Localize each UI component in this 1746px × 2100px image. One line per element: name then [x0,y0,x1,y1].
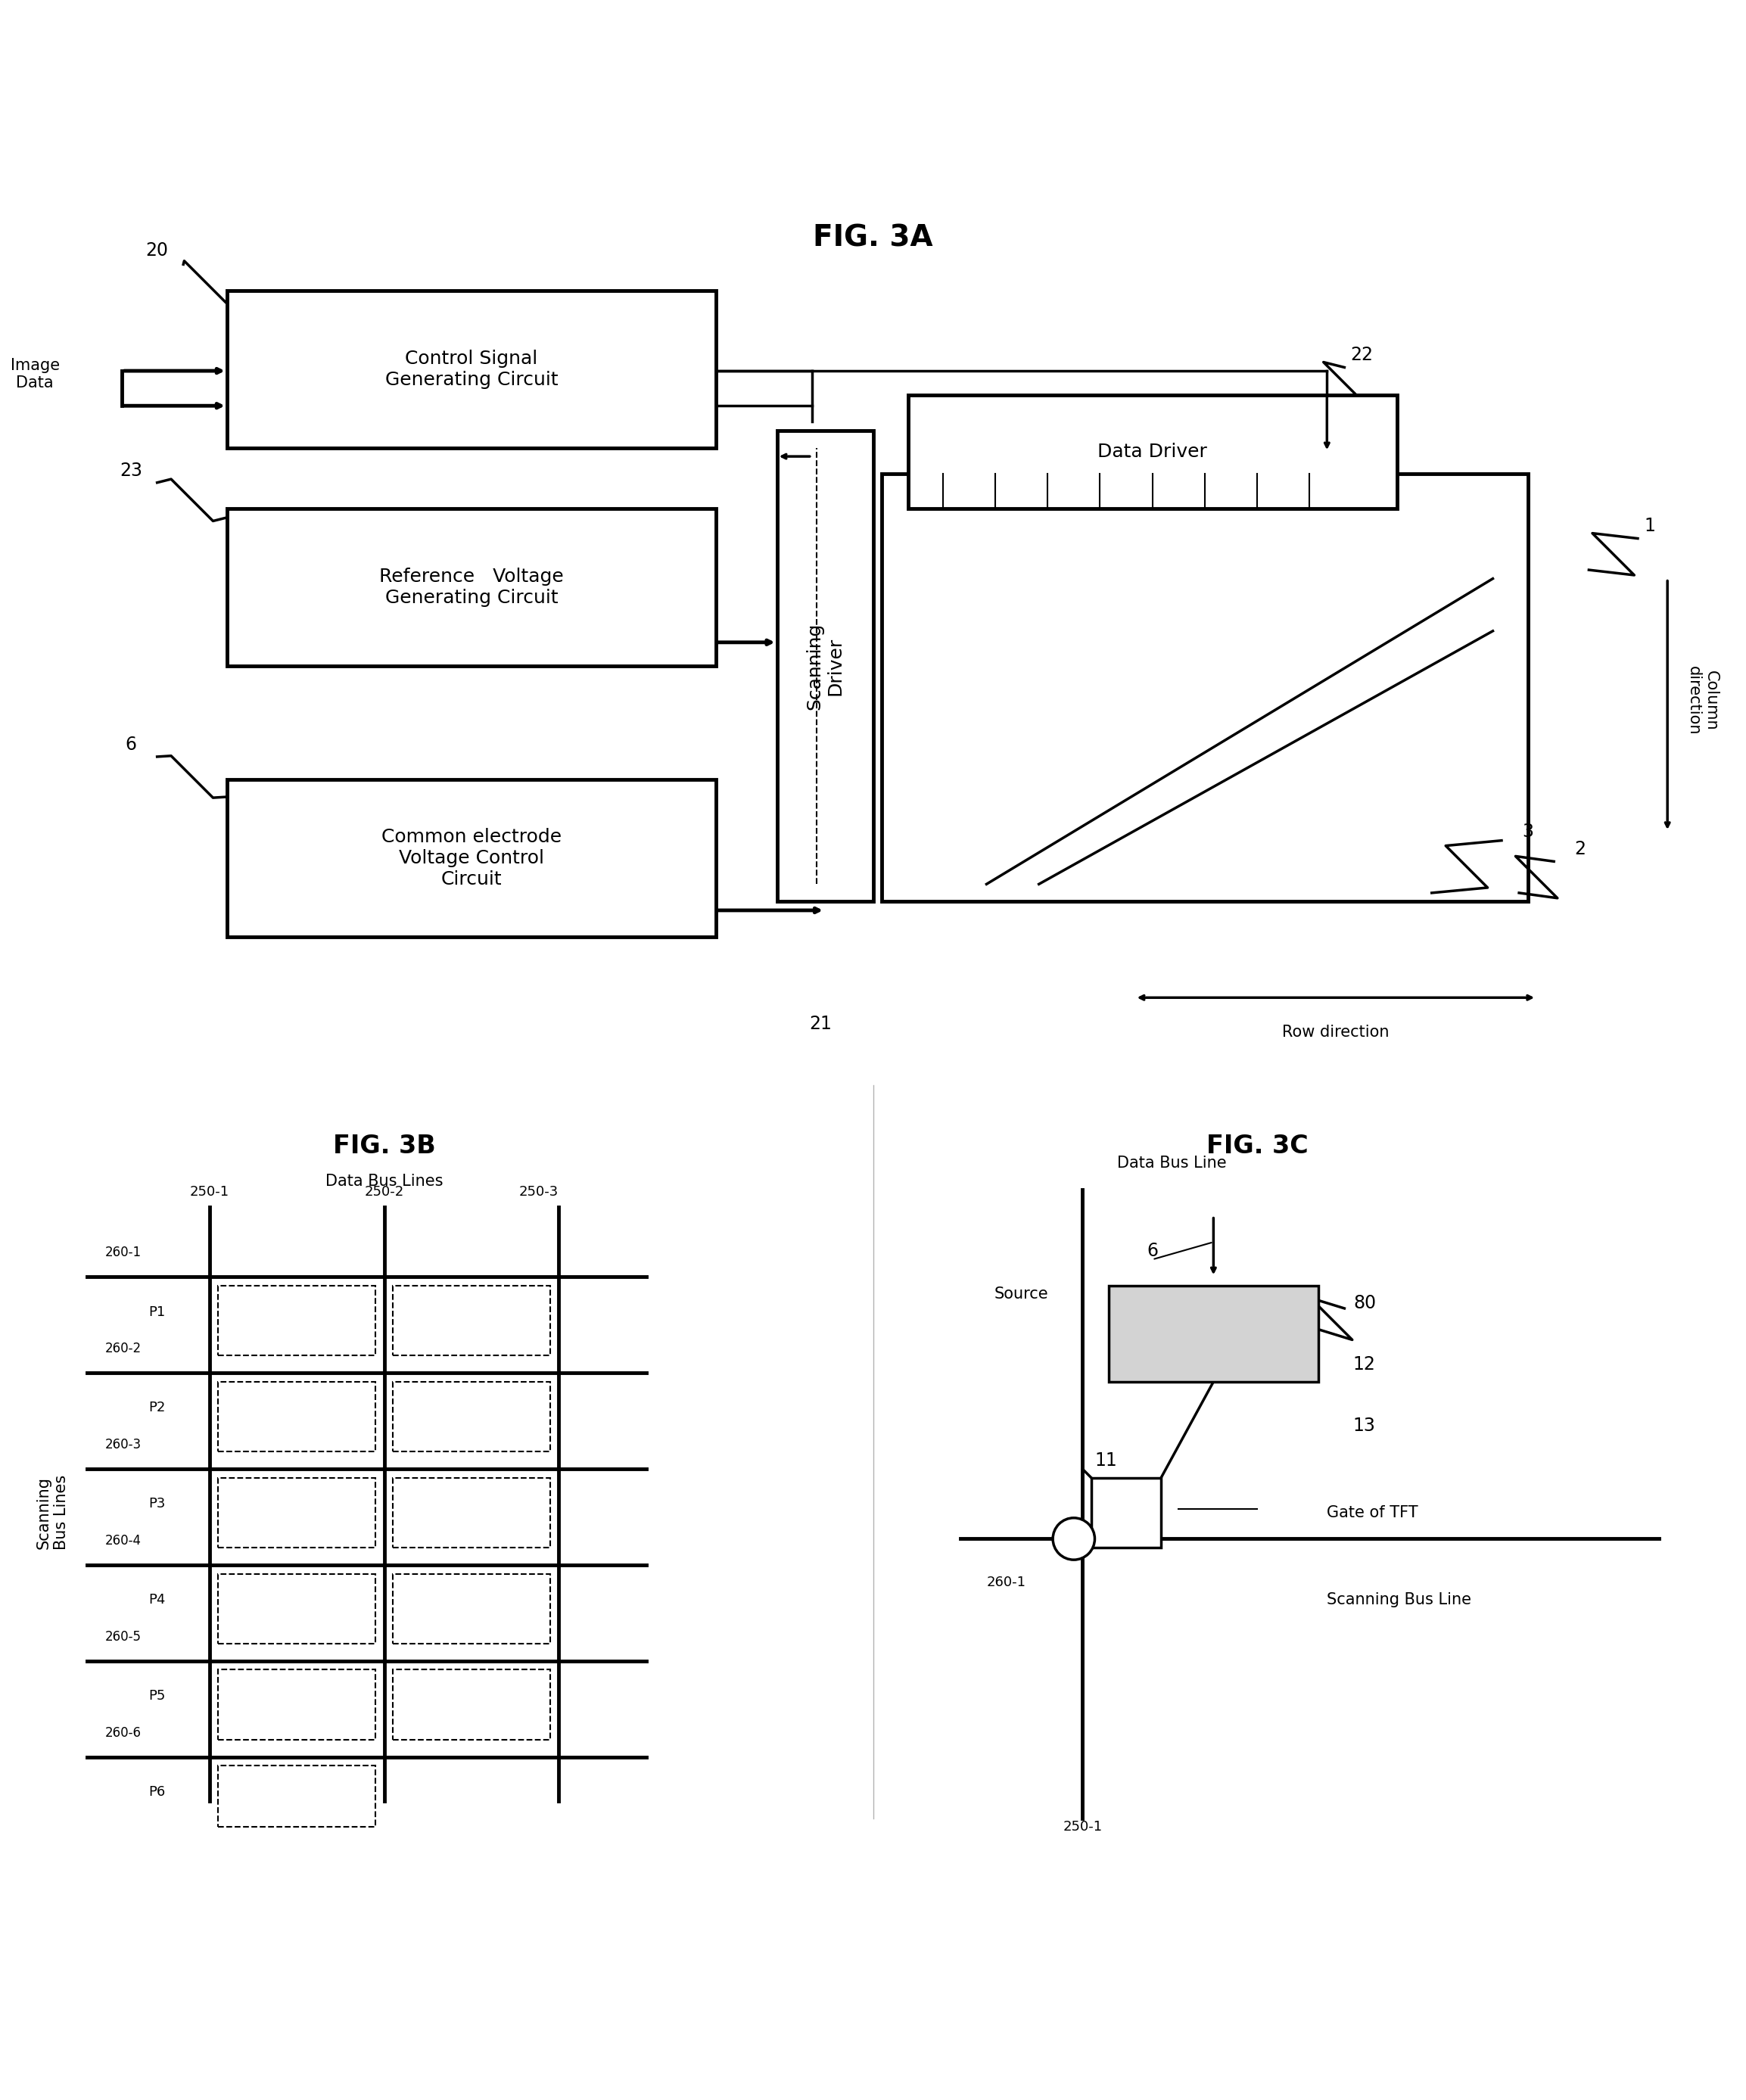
Text: Source: Source [993,1287,1049,1302]
Bar [393,1573,550,1644]
Text: P5: P5 [148,1688,166,1703]
Text: Control Signal
Generating Circuit: Control Signal Generating Circuit [384,349,559,388]
Text: 260-4: 260-4 [105,1533,141,1548]
Text: Image
Data: Image Data [10,357,59,391]
Text: Gate of TFT: Gate of TFT [1327,1506,1418,1520]
Text: 260-3: 260-3 [105,1439,141,1451]
Text: Common electrode
Voltage Control
Circuit: Common electrode Voltage Control Circuit [381,827,562,888]
Text: Data Bus Line: Data Bus Line [1117,1155,1227,1172]
Text: 6: 6 [1147,1241,1158,1260]
Text: 2: 2 [1575,840,1585,859]
Text: 260-1: 260-1 [986,1575,1027,1590]
Bar [227,290,716,447]
Bar [218,1382,375,1451]
Text: P4: P4 [148,1594,166,1606]
Text: FIG. 3B: FIG. 3B [333,1134,435,1159]
Text: 20: 20 [145,242,169,260]
Text: 260-6: 260-6 [105,1726,141,1739]
Text: 260-2: 260-2 [105,1342,141,1355]
Text: 260-5: 260-5 [105,1630,141,1644]
Text: 80: 80 [1353,1294,1376,1312]
Text: 12: 12 [1353,1354,1376,1373]
Text: Scanning
Driver: Scanning Driver [805,622,845,710]
Bar [218,1573,375,1644]
Text: Scanning
Bus Lines: Scanning Bus Lines [37,1474,68,1550]
Bar [908,395,1397,508]
Bar [227,508,716,666]
Text: P6: P6 [148,1785,166,1800]
Text: 22: 22 [1350,346,1374,363]
Bar [218,1478,375,1548]
Bar [218,1670,375,1739]
Text: 23: 23 [119,462,143,479]
Bar [218,1766,375,1827]
Text: P2: P2 [148,1401,166,1415]
Bar [393,1382,550,1451]
Text: 3: 3 [1523,823,1533,840]
Text: 250-1: 250-1 [1063,1821,1102,1833]
Text: 250-3: 250-3 [519,1184,559,1199]
Text: Data Driver: Data Driver [1098,443,1206,462]
Bar [393,1478,550,1548]
Text: 6: 6 [126,735,136,754]
Bar [1109,1285,1318,1382]
Text: Data Bus Lines: Data Bus Lines [325,1174,443,1189]
Circle shape [1053,1518,1095,1560]
Bar [393,1285,550,1354]
Text: P1: P1 [148,1304,166,1319]
Text: 250-1: 250-1 [190,1184,229,1199]
Text: 11: 11 [1095,1451,1117,1470]
Text: 21: 21 [810,1014,831,1033]
Bar [777,430,873,901]
Text: 1: 1 [1645,517,1655,536]
Text: Scanning Bus Line: Scanning Bus Line [1327,1592,1472,1606]
Bar [227,779,716,937]
Bar [393,1670,550,1739]
Text: 260-1: 260-1 [105,1245,141,1260]
Text: FIG. 3C: FIG. 3C [1206,1134,1308,1159]
Text: 250-2: 250-2 [365,1184,403,1199]
Bar [1091,1478,1161,1548]
Text: 13: 13 [1353,1415,1376,1434]
Bar [882,475,1528,901]
Text: Row direction: Row direction [1282,1025,1390,1040]
Text: Reference   Voltage
Generating Circuit: Reference Voltage Generating Circuit [379,567,564,607]
Text: FIG. 3A: FIG. 3A [814,225,932,252]
Bar [218,1285,375,1354]
Text: Column
direction: Column direction [1687,666,1718,735]
Text: P3: P3 [148,1497,166,1510]
